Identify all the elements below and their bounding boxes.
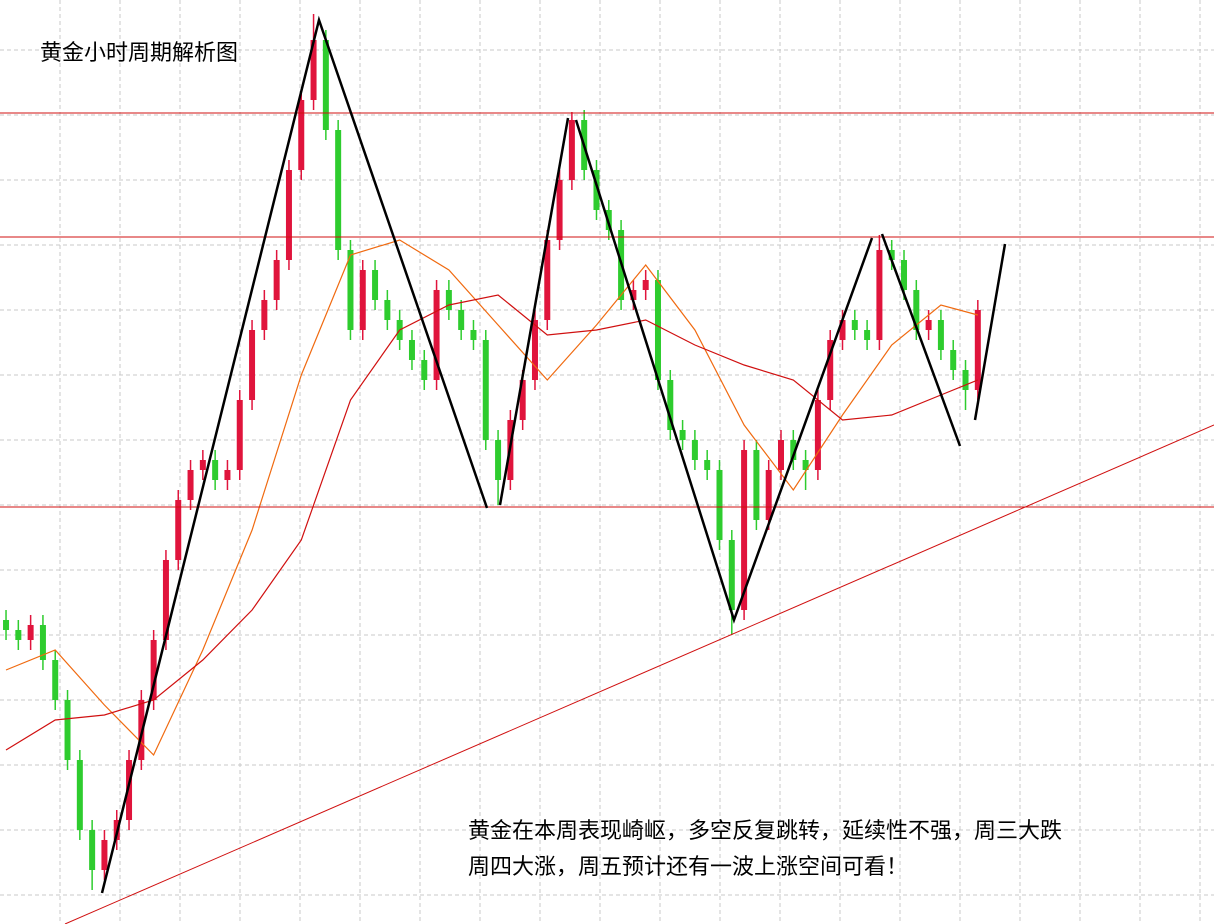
- candle-body: [679, 430, 686, 440]
- candle-body: [64, 700, 71, 760]
- candle-body: [839, 320, 846, 340]
- candle-body: [901, 260, 908, 290]
- candle-body: [667, 380, 674, 430]
- candle-body: [3, 620, 10, 630]
- candle-body: [359, 270, 366, 330]
- candle-body: [162, 560, 169, 640]
- candle-body: [568, 120, 575, 180]
- candle-body: [753, 450, 760, 520]
- candle-body: [864, 330, 871, 340]
- candle-body: [458, 310, 465, 330]
- candle-body: [913, 290, 920, 330]
- moving-average: [5, 294, 979, 751]
- candle-body: [285, 170, 292, 260]
- candle-body: [827, 340, 834, 400]
- candle-body: [851, 320, 858, 330]
- candle-body: [531, 320, 538, 380]
- candle-body: [347, 250, 354, 330]
- candle-body: [249, 330, 256, 400]
- candle-body: [642, 280, 649, 290]
- candle-body: [445, 290, 452, 310]
- candle-body: [76, 760, 83, 830]
- candle-body: [691, 440, 698, 460]
- candle-body: [937, 320, 944, 350]
- candle-body: [335, 130, 342, 250]
- candle-body: [39, 625, 46, 660]
- candle-body: [175, 500, 182, 560]
- candle-body: [384, 300, 391, 320]
- candle-body: [421, 360, 428, 380]
- wave-line: [880, 233, 962, 447]
- candle-body: [888, 250, 895, 260]
- candle-body: [950, 350, 957, 370]
- candle-body: [89, 830, 96, 870]
- candle-body: [925, 320, 932, 330]
- candle-body: [212, 460, 219, 480]
- candle-body: [27, 625, 34, 640]
- wave-line: [498, 117, 570, 506]
- candle-body: [544, 240, 551, 320]
- candle-body: [728, 540, 735, 610]
- candle-body: [630, 290, 637, 300]
- candle-body: [470, 330, 477, 340]
- candle-body: [556, 180, 563, 240]
- analysis-lines: [0, 112, 1214, 924]
- candle-body: [298, 100, 305, 170]
- candle-body: [519, 380, 526, 420]
- candle-body: [974, 310, 981, 390]
- candle-body: [150, 640, 157, 700]
- candle-body: [187, 470, 194, 500]
- candle-body: [704, 460, 711, 470]
- candle-body: [261, 300, 268, 330]
- candle-body: [408, 340, 415, 360]
- annotation: 黄金在本周表现崎岖，多空反复跳转，延续性不强，周三大跌: [468, 819, 1062, 844]
- candle-body: [433, 290, 440, 380]
- candle-body: [716, 470, 723, 540]
- candle-body: [126, 760, 133, 820]
- annotation: 周四大涨，周五预计还有一波上涨空间可看！: [468, 855, 908, 880]
- candle-body: [199, 460, 206, 470]
- candle-body: [654, 280, 661, 380]
- candle-body: [15, 630, 22, 640]
- candle-body: [224, 470, 231, 480]
- wave-line: [973, 243, 1007, 421]
- wave-line: [100, 15, 489, 894]
- candle-body: [322, 40, 329, 130]
- candle-body: [310, 40, 317, 100]
- candle-body: [236, 400, 243, 470]
- plot: [3, 14, 981, 890]
- candle-body: [765, 470, 772, 520]
- candle-body: [101, 840, 108, 870]
- candle-body: [52, 660, 59, 700]
- candle-body: [482, 340, 489, 440]
- candle-body: [593, 170, 600, 210]
- candle-body: [876, 250, 883, 340]
- candle-body: [790, 440, 797, 460]
- candle-body: [495, 440, 502, 480]
- chart-title: 黄金小时周期解析图: [40, 41, 238, 66]
- candle-body: [962, 370, 969, 390]
- candle-body: [273, 260, 280, 300]
- candle-body: [802, 460, 809, 470]
- candle-body: [372, 270, 379, 300]
- wave-line: [574, 119, 874, 624]
- moving-average: [5, 239, 978, 757]
- candle-body: [814, 400, 821, 470]
- trend-line: [64, 424, 1214, 924]
- candle-body: [777, 440, 784, 470]
- candle-body: [741, 450, 748, 610]
- wave-lines: [100, 15, 1007, 894]
